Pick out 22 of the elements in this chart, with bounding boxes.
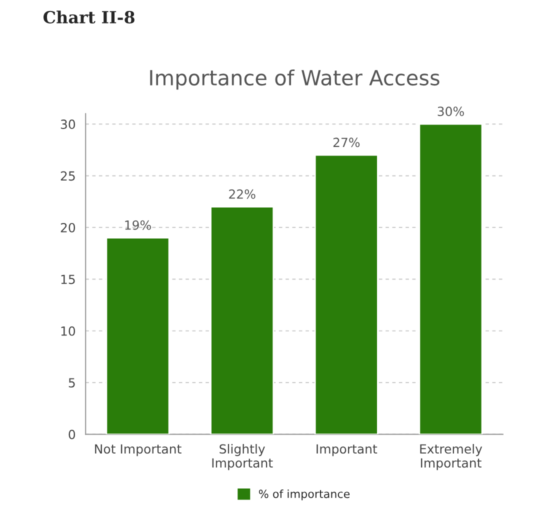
bar [106, 237, 170, 434]
data-label: 22% [229, 189, 256, 199]
bar [314, 154, 378, 434]
bar [210, 206, 274, 434]
chart-subtitle: Importance of Water Access [150, 69, 440, 90]
y-tick-label: 20 [60, 222, 76, 232]
y-tick-label: 0 [68, 430, 76, 440]
bar [418, 123, 483, 434]
x-tick-label: Extremely Important [420, 444, 482, 470]
y-tick-label: 10 [61, 326, 76, 336]
legend-label: % of importance [258, 489, 350, 500]
x-tick-label: Not Important [95, 444, 182, 456]
y-tick-label: 15 [61, 274, 75, 284]
y-tick-label: 30 [60, 120, 76, 130]
chart-title: Chart II-8 [44, 10, 134, 24]
y-tick-label: 25 [60, 171, 75, 181]
y-tick-label: 5 [68, 378, 75, 388]
data-label: 19% [125, 220, 151, 230]
data-label: 27% [333, 138, 360, 148]
x-tick-label: Important [316, 444, 378, 456]
x-tick-label: Slightly Important [212, 444, 273, 470]
data-label: 30% [438, 106, 464, 116]
